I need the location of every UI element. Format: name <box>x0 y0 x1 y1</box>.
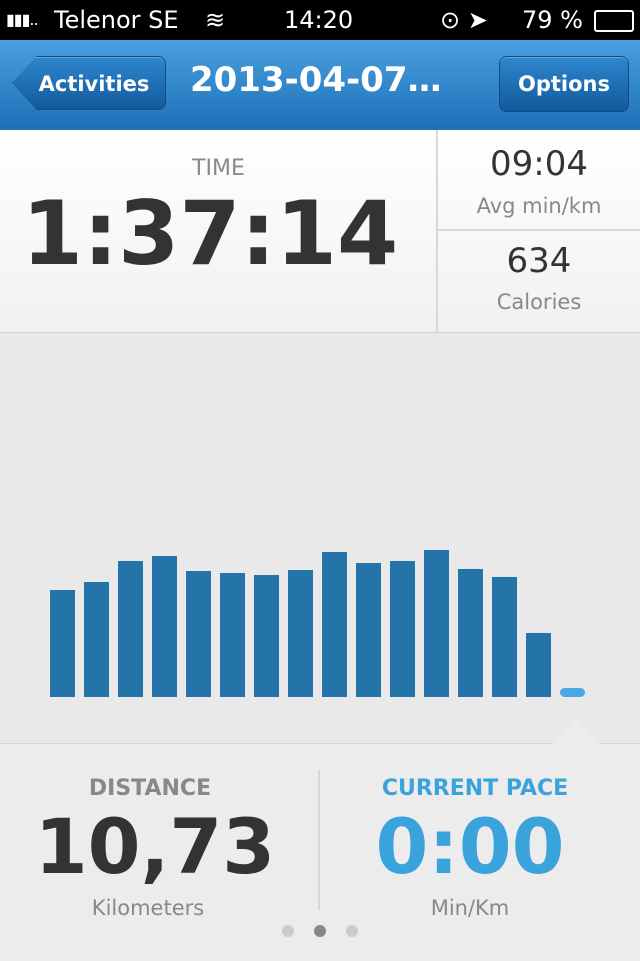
status-bar: ▮▮▮.. Telenor SE ≋ 14:20 ⊙ ➤ 79 % <box>0 0 640 40</box>
bar <box>424 550 449 697</box>
summary-panel: TIME 1:37:14 09:04 Avg min/km 634 Calori… <box>0 130 640 333</box>
page-dot[interactable] <box>346 925 358 937</box>
stats-panel: DISTANCE 10,73 Kilometers CURRENT PACE 0… <box>0 718 640 961</box>
bar <box>50 590 75 697</box>
lock-icon: ⊙ ➤ <box>440 6 488 34</box>
divider <box>318 770 320 910</box>
page-dot[interactable] <box>314 925 326 937</box>
bar <box>492 577 517 697</box>
time-value: 1:37:14 <box>21 182 399 285</box>
divider <box>438 229 640 231</box>
bar <box>560 688 585 697</box>
bar <box>220 573 245 697</box>
nav-title: 2013-04-07… <box>190 60 442 100</box>
bar <box>84 582 109 697</box>
bar <box>254 575 279 697</box>
back-button[interactable]: Activities <box>12 56 166 110</box>
distance-value: 10,73 <box>34 802 276 891</box>
time-label: TIME <box>192 156 245 181</box>
avg-pace-value: 09:04 <box>490 144 588 184</box>
pace-value: 0:00 <box>375 802 565 891</box>
battery-text: 79 % <box>522 6 583 34</box>
notch <box>552 718 600 744</box>
bar <box>118 561 143 697</box>
signal-icon: ▮▮▮.. <box>6 10 39 29</box>
bar <box>356 563 381 697</box>
bar <box>152 556 177 697</box>
battery-icon <box>594 10 634 32</box>
bar <box>526 633 551 697</box>
wifi-icon: ≋ <box>205 6 226 34</box>
options-button[interactable]: Options <box>499 56 629 112</box>
calories-value: 634 <box>506 241 572 281</box>
bar <box>288 570 313 697</box>
bar <box>322 552 347 697</box>
distance-label: DISTANCE <box>88 776 212 801</box>
bar <box>390 561 415 697</box>
carrier: Telenor SE <box>54 6 179 34</box>
calories-label: Calories <box>496 290 582 314</box>
bar <box>458 569 483 697</box>
pace-unit: Min/Km <box>430 896 510 920</box>
clock: 14:20 <box>284 6 354 34</box>
nav-bar: Activities 2013-04-07… Options <box>0 40 640 131</box>
divider <box>436 130 438 332</box>
avg-pace-label: Avg min/km <box>476 194 602 218</box>
page-dot[interactable] <box>282 925 294 937</box>
pace-label: CURRENT PACE <box>381 776 569 801</box>
bar <box>186 571 211 697</box>
pace-chart <box>50 550 585 697</box>
distance-unit: Kilometers <box>91 896 205 920</box>
